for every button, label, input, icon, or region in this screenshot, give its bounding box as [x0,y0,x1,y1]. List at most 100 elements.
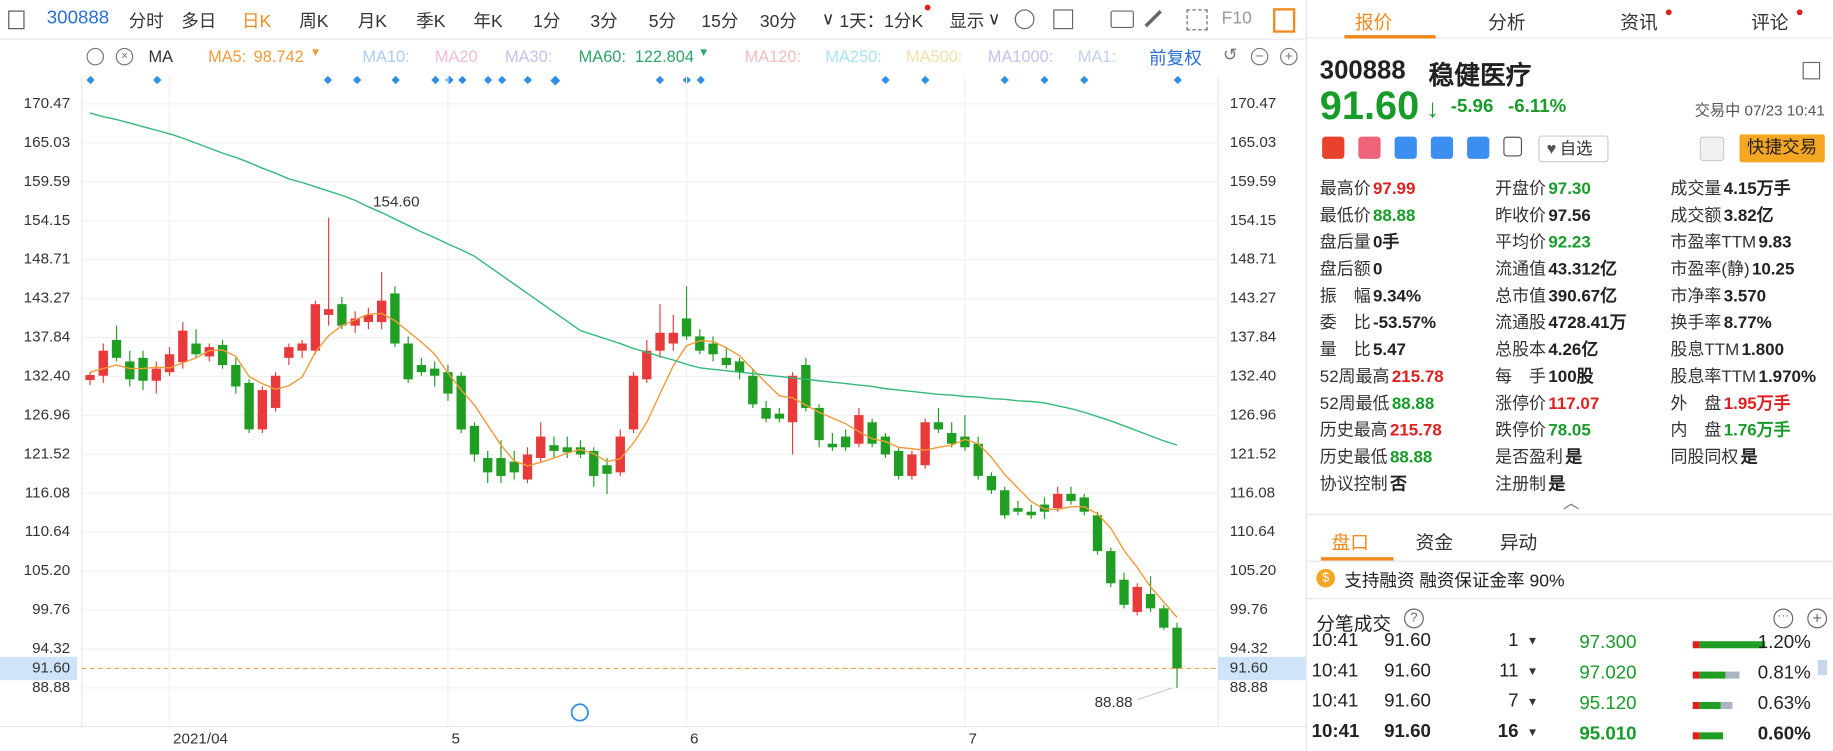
period-tab[interactable]: 5分 [648,11,677,32]
period-tab[interactable]: 月K [357,11,387,32]
candle-body [827,443,838,448]
display-menu[interactable]: 显示 [949,11,985,32]
subtab-underline [1320,557,1394,561]
stat-label: 最低价 [1319,206,1371,226]
indicator-label[interactable]: MA500: [905,46,963,66]
indicator-label[interactable]: MA1000: [987,46,1054,66]
scrollbar[interactable] [1817,659,1828,676]
stat-label: 每 手 [1495,367,1547,387]
candle-body [430,368,440,376]
icon-quick[interactable] [1358,136,1381,159]
y-tick-label: 121.52 [24,445,70,462]
trade-arrow: ▼ [1526,665,1539,679]
trade-row: 10:41 91.60 16 ▼ 95.010 0.60% [1307,719,1833,748]
frame-icon[interactable] [1053,9,1074,30]
dropdown-icon[interactable]: ∨ [987,9,1001,30]
indicator-label[interactable]: MA1: [1077,46,1117,66]
level-pct: 1.20% [1757,633,1811,653]
stat-label: 开盘价 [1495,179,1547,199]
period-tab[interactable]: 分时 [128,11,164,32]
layout-icon[interactable] [1273,8,1296,33]
period-tab[interactable]: 年K [473,11,503,32]
candle-body [761,407,771,419]
candle-body [469,425,480,455]
indicator-label[interactable]: MA30: [505,46,553,66]
stat-row: 流通股 4728.41万 [1495,312,1626,335]
ma60-label[interactable]: MA60: [578,46,626,66]
more-icon[interactable]: ··· [1773,608,1794,629]
level-pct: 0.63% [1757,693,1811,714]
camera-icon[interactable] [1110,10,1134,29]
period-tab[interactable]: 日K [241,11,272,32]
settings-icon[interactable] [86,47,105,66]
stat-value: 97.30 [1548,179,1591,199]
margin-banner: 支持融资 融资保证金率 90% [1344,571,1565,592]
ticks-title: 分笔成交 [1316,615,1392,636]
icon-finance[interactable] [1430,136,1454,159]
x-tick-label: 5 [451,730,459,747]
sidebar-icon[interactable] [8,10,25,30]
y-tick-label-right: 99.76 [1230,601,1268,618]
fullscreen-icon[interactable] [1186,9,1208,31]
candle-body [376,300,387,323]
menu-icon[interactable] [1802,61,1821,80]
icon-compare[interactable] [1394,136,1417,159]
close-icon[interactable]: × [115,47,134,66]
candle-body [549,445,559,451]
candle-body [628,375,639,430]
dropdown-icon[interactable]: ▼ [697,46,710,60]
quick-trade-button[interactable]: 快捷交易 [1739,134,1825,163]
stat-value: 9.83 [1758,233,1792,253]
quote-tab[interactable]: 资讯 [1620,14,1658,34]
period-tab[interactable]: 周K [299,11,329,32]
level-pct: 0.60% [1757,724,1811,745]
indicator-label[interactable]: MA20 [434,46,478,66]
icon-tag[interactable] [1467,136,1490,159]
quote-tab[interactable]: 报价 [1354,14,1393,34]
period-tab[interactable]: 3分 [590,11,618,32]
adjust-button[interactable]: 前复权 [1149,49,1202,69]
watch-button[interactable]: ♥ 自选 [1538,135,1609,163]
settings-icon[interactable] [1014,9,1035,30]
quote-tab[interactable]: 分析 [1488,14,1526,34]
period-tab[interactable]: 多日 [181,11,217,32]
quote-change: -5.96 [1450,96,1494,117]
quote-tab[interactable]: 评论 [1751,14,1789,34]
trade-volume: 16 [1497,721,1519,742]
add-icon[interactable]: + [1807,608,1828,629]
indicator-type[interactable]: MA [148,46,174,66]
indicator-label[interactable]: MA120: [744,46,802,66]
zoom-out[interactable]: − [1250,47,1269,66]
price-tag-right: 91.60 [1230,659,1268,676]
dropdown-icon[interactable]: ▼ [309,46,322,60]
stat-label: 流通值 [1495,260,1547,280]
period-tab[interactable]: 1分 [533,11,561,32]
period-select[interactable]: 1天：1分K [839,11,924,32]
trade-row: 10:41 91.60 1 ▼ 97.300 1.20% [1307,632,1833,658]
news-icon[interactable] [570,703,589,722]
period-tab[interactable]: 季K [416,11,446,32]
period-tab[interactable]: 30分 [759,11,797,32]
dropdown-icon[interactable]: ∨ [821,9,835,30]
undo-icon[interactable]: ↺ [1222,45,1238,66]
y-tick-label: 154.15 [24,212,70,229]
f10-button[interactable]: F10 [1221,8,1252,29]
indicator-label[interactable]: MA250: [825,46,882,66]
stat-row: 流通值 43.312亿 [1495,258,1617,281]
bell-icon[interactable] [1699,136,1725,162]
collapse-icon[interactable]: ︿ [1562,492,1580,512]
toolbar [0,0,1306,40]
candle-body [1119,579,1129,605]
stock-code[interactable]: 300888 [46,8,110,29]
zoom-in[interactable]: + [1280,47,1298,66]
sub-tab[interactable]: 盘口 [1331,533,1369,554]
icon-flag[interactable] [1322,136,1345,159]
stat-label: 盘后量 [1319,233,1371,253]
sub-tab[interactable]: 异动 [1499,533,1538,554]
icon-notes[interactable] [1503,136,1523,157]
ma5-label[interactable]: MA5: [208,46,247,66]
help-icon[interactable]: ? [1403,608,1424,629]
indicator-label[interactable]: MA10: [362,46,410,66]
period-tab[interactable]: 15分 [701,11,739,32]
sub-tab[interactable]: 资金 [1415,533,1454,554]
